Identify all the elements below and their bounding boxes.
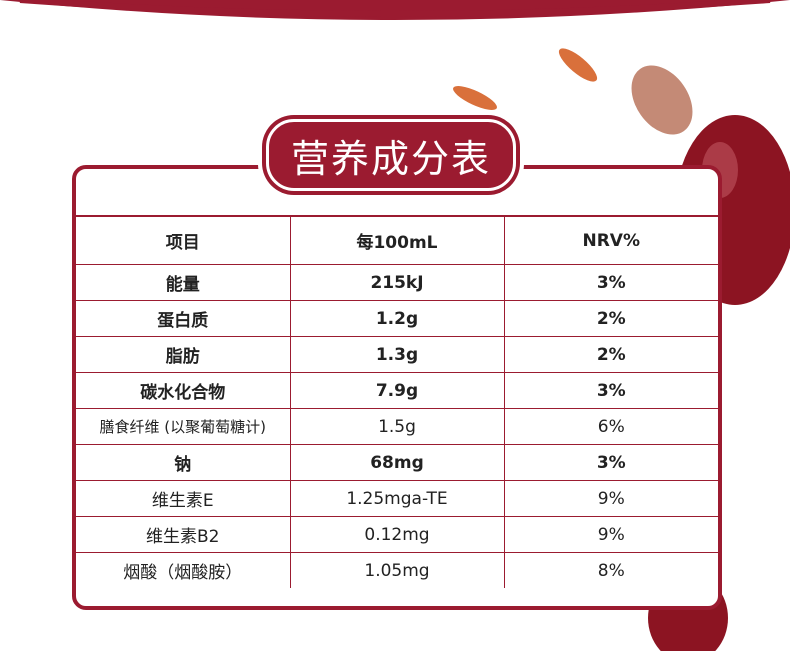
cell: 维生素E: [76, 480, 291, 517]
cell: 215kJ: [289, 264, 505, 301]
cell: 3%: [503, 264, 718, 301]
cell: 3%: [503, 372, 718, 409]
row: 维生素E 1.25mga-TE 9%: [76, 480, 718, 517]
row: 膳食纤维 (以聚葡萄糖计) 1.5g 6%: [76, 408, 718, 445]
cell: 3%: [503, 444, 718, 481]
cell: 7.9g: [289, 372, 505, 409]
cell: 9%: [503, 480, 718, 517]
cell: 维生素B2: [76, 516, 291, 553]
row: 脂肪 1.3g 2%: [76, 336, 718, 373]
cell: 钠: [76, 444, 291, 481]
header-cell: 每100mL: [289, 215, 505, 265]
row: 维生素B2 0.12mg 9%: [76, 516, 718, 553]
cell: 9%: [503, 516, 718, 553]
cell: 0.12mg: [289, 516, 505, 553]
cell: 蛋白质: [76, 300, 291, 337]
cell: 1.5g: [289, 408, 505, 445]
title: 营养成分表: [266, 119, 516, 191]
cell: 68mg: [289, 444, 505, 481]
top-arc: [0, 0, 790, 20]
cell: 能量: [76, 264, 291, 301]
cell: 8%: [503, 552, 718, 588]
cell: 烟酸（烟酸胺）: [76, 552, 291, 588]
header-cell: NRV%: [503, 215, 718, 265]
cell: 1.2g: [289, 300, 505, 337]
cell: 1.05mg: [289, 552, 505, 588]
header-cell: 项目: [76, 215, 291, 265]
row: 蛋白质 1.2g 2%: [76, 300, 718, 337]
header-row: 项目 每100mL NRV%: [76, 215, 718, 265]
bean: [631, 65, 693, 135]
row: 碳水化合物 7.9g 3%: [76, 372, 718, 409]
cell: 2%: [503, 336, 718, 373]
top-arc-line: [19, 0, 771, 17]
row: 烟酸（烟酸胺） 1.05mg 8%: [76, 552, 718, 588]
cell: 1.3g: [289, 336, 505, 373]
cell: 1.25mga-TE: [289, 480, 505, 517]
row: 钠 68mg 3%: [76, 444, 718, 481]
cell: 脂肪: [76, 336, 291, 373]
cell: 2%: [503, 300, 718, 337]
cell: 膳食纤维 (以聚葡萄糖计): [76, 408, 291, 445]
cell: 6%: [503, 408, 718, 445]
row: 能量 215kJ 3%: [76, 264, 718, 301]
cell: 碳水化合物: [76, 372, 291, 409]
nutrition-table: 项目 每100mL NRV% 能量 215kJ 3% 蛋白质 1.2g 2% 脂肪 1.3…: [76, 215, 718, 588]
grain: [558, 48, 598, 82]
grain: [453, 86, 497, 110]
